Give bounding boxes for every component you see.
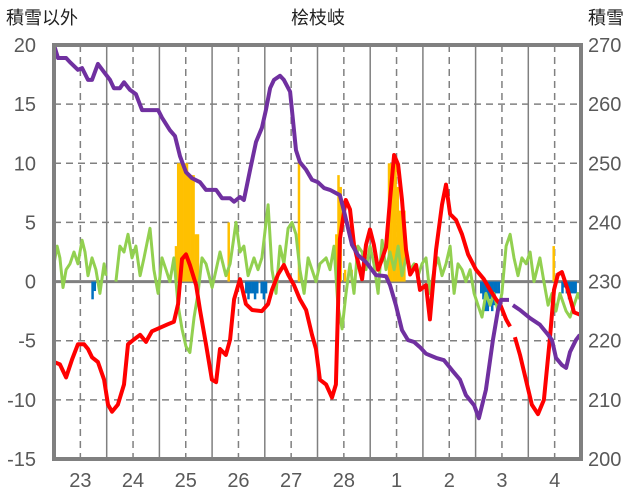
bars — [91, 163, 577, 312]
y-left-tick-label: 10 — [14, 153, 36, 175]
y-left-tick-label: -10 — [7, 390, 36, 412]
negative-bar — [249, 281, 252, 294]
precipitation-bar — [183, 163, 187, 282]
x-tick-label: 1 — [391, 470, 402, 492]
precipitation-bar — [335, 234, 338, 282]
plot-border — [52, 43, 583, 461]
x-tick-label: 23 — [69, 470, 91, 492]
temperature-line — [53, 153, 512, 414]
precipitation-bar — [392, 163, 395, 282]
negative-bar — [260, 281, 263, 294]
precipitation-bar — [343, 269, 347, 282]
plot-frame — [52, 43, 583, 461]
precipitation-bar — [337, 175, 340, 282]
x-tick-label: 26 — [227, 470, 249, 492]
snow-depth-line — [52, 44, 509, 421]
negative-bar — [479, 281, 483, 294]
precipitation-bar — [394, 163, 397, 282]
negative-bar — [561, 281, 564, 294]
y-right-tick-label: 200 — [588, 449, 621, 471]
y-left-tick-label: 20 — [14, 35, 36, 57]
negative-bar — [93, 281, 97, 292]
x-tick-label: 28 — [333, 470, 355, 492]
x-tick-label: 4 — [549, 470, 560, 492]
negative-bar — [245, 281, 248, 294]
y-left-tick-label: -5 — [18, 331, 36, 353]
precipitation-bar — [297, 163, 301, 282]
negative-bar — [251, 281, 255, 294]
x-tick-label: 25 — [175, 470, 197, 492]
y-right-tick-label: 230 — [588, 272, 621, 294]
left-axis-title: 積雪以外 — [6, 8, 78, 29]
x-tick-label: 24 — [122, 470, 144, 492]
precipitation-bar — [396, 186, 400, 282]
right-axis-title: 積雪 — [588, 8, 624, 29]
precipitation-bar — [227, 222, 230, 282]
lines — [52, 44, 582, 421]
negative-bar — [482, 281, 485, 300]
negative-bar — [495, 281, 498, 294]
y-left-tick-label: 5 — [25, 212, 36, 234]
x-tick-label: 27 — [280, 470, 302, 492]
negative-bar — [572, 281, 575, 294]
negative-bar — [91, 281, 94, 300]
negative-bar — [264, 281, 268, 294]
y-right-tick-label: 240 — [588, 212, 621, 234]
y-left-tick-label: -15 — [7, 449, 36, 471]
precipitation-bar — [196, 234, 200, 282]
precipitation-bar — [400, 210, 404, 282]
precipitation-bar — [181, 163, 184, 282]
precipitation-bar — [174, 246, 178, 282]
precipitation-bar — [190, 175, 193, 282]
y-right-tick-label: 270 — [588, 35, 621, 57]
precipitation-bar — [398, 210, 402, 282]
y-right-tick-label: 210 — [588, 390, 621, 412]
x-tick-label: 2 — [444, 470, 455, 492]
y-left-tick-label: 0 — [25, 272, 36, 294]
other-line — [114, 203, 582, 354]
y-right-tick-label: 260 — [588, 94, 621, 116]
y-left-tick-label: 15 — [14, 94, 36, 116]
precipitation-bar — [185, 163, 189, 282]
negative-bar — [497, 281, 501, 294]
negative-bar — [256, 281, 259, 294]
tick-labels: 20 15 10 5 0 -5 -10 -15 270 260 250 240 230 220 210 200… — [7, 35, 621, 492]
negative-bar — [247, 281, 250, 300]
y-right-tick-label: 250 — [588, 153, 621, 175]
precipitation-bar — [176, 163, 180, 282]
precipitation-bar — [389, 163, 393, 282]
negative-bar — [262, 281, 266, 300]
chart-title: 桧枝岐 — [291, 8, 345, 29]
precipitation-bar — [192, 175, 195, 282]
negative-bar — [253, 281, 257, 300]
y-right-tick-label: 220 — [588, 331, 621, 353]
other-line — [52, 238, 108, 295]
snow-depth-line — [511, 303, 582, 370]
negative-bar — [570, 281, 573, 294]
negative-bar — [574, 281, 577, 294]
precipitation-bar — [179, 163, 182, 282]
precipitation-bar — [552, 246, 555, 282]
x-tick-label: 3 — [496, 470, 507, 492]
precipitation-bar — [187, 175, 191, 282]
precipitation-bar — [194, 234, 198, 282]
